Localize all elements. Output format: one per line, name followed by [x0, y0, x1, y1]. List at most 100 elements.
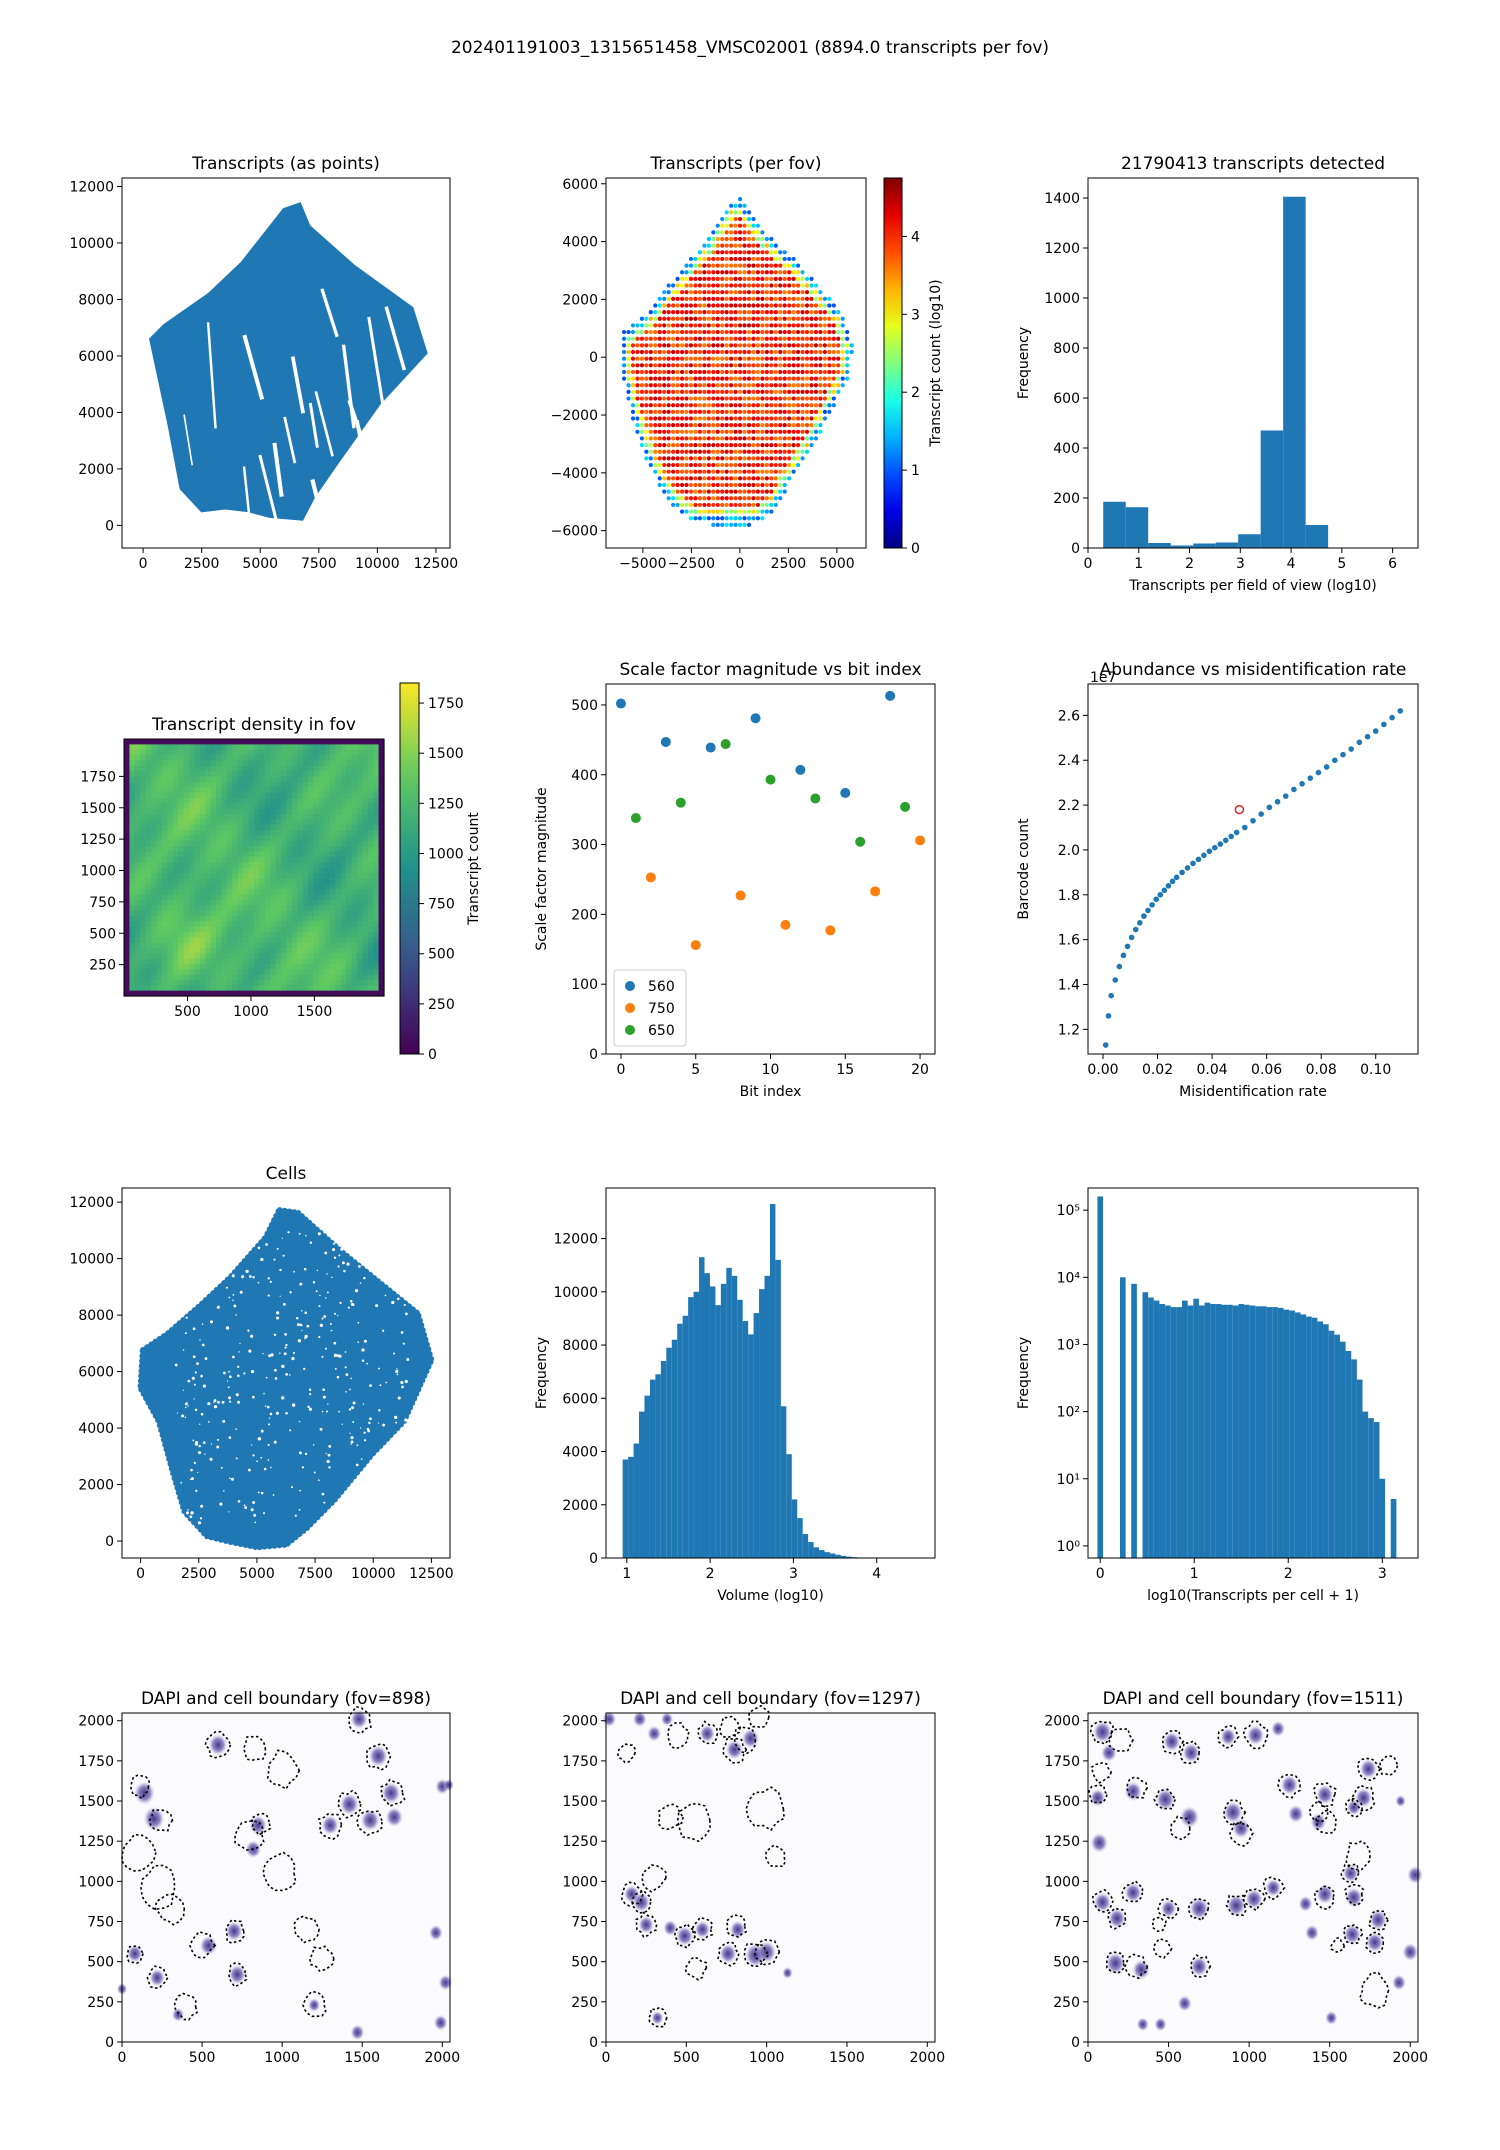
density-cell — [205, 947, 212, 954]
fov-point — [675, 403, 680, 408]
density-cell — [362, 755, 369, 762]
fov-point — [760, 236, 765, 242]
density-cell — [281, 835, 288, 842]
density-cell — [205, 915, 212, 922]
density-cell — [378, 878, 385, 885]
axes-frame — [1087, 177, 1419, 549]
density-cell — [286, 926, 293, 933]
density-cell — [221, 765, 228, 772]
density-cell — [362, 969, 369, 976]
density-cell — [216, 910, 223, 917]
density-cell — [373, 979, 380, 986]
fov-point — [679, 482, 685, 488]
fov-point — [764, 250, 769, 255]
density-cell — [351, 856, 358, 863]
fov-point — [666, 429, 671, 434]
density-cell — [172, 792, 179, 799]
fov-point — [639, 316, 644, 321]
density-cell — [346, 979, 353, 986]
cell-gap — [209, 1457, 213, 1461]
y-axis-label: Frequency — [1016, 327, 1032, 399]
density-cell — [346, 862, 353, 869]
density-cell — [291, 856, 298, 863]
fov-point — [711, 243, 716, 248]
fov-point — [831, 349, 836, 355]
density-cell — [248, 776, 255, 783]
density-cell — [356, 899, 363, 906]
density-cell — [151, 904, 158, 911]
density-cell — [302, 872, 309, 879]
cell-gap — [237, 1400, 241, 1404]
density-cell — [302, 867, 309, 874]
fov-point — [644, 396, 649, 401]
fov-point — [729, 283, 734, 288]
fov-point — [836, 376, 841, 381]
fov-point — [711, 263, 716, 268]
histogram-bar — [1148, 543, 1171, 548]
cell-gap — [393, 1352, 396, 1355]
density-cell — [216, 921, 223, 927]
fov-point — [746, 303, 752, 308]
cell-gap — [243, 1504, 246, 1507]
y-tick-label: 400 — [571, 768, 598, 784]
fov-point — [751, 250, 756, 255]
nucleus — [1265, 1878, 1282, 1897]
fov-point — [746, 502, 752, 508]
fov-point — [666, 409, 671, 414]
cell-gap — [222, 1419, 226, 1423]
fov-point — [818, 403, 823, 408]
density-cell — [313, 749, 320, 756]
x-axis-label: Bit index — [740, 1084, 802, 1100]
fov-point — [737, 296, 743, 301]
fov-point — [746, 449, 752, 454]
density-cell — [340, 904, 347, 911]
density-cell — [248, 931, 255, 938]
density-cell — [340, 862, 347, 869]
density-cell — [161, 749, 168, 756]
density-cell — [156, 787, 163, 794]
density-cell — [167, 926, 174, 933]
density-cell — [367, 867, 374, 874]
x-tick-label: 3 — [1236, 556, 1245, 572]
density-cell — [151, 739, 158, 745]
density-cell — [378, 963, 385, 970]
cell-boundary — [262, 1851, 297, 1892]
density-cell — [356, 851, 363, 858]
density-cell — [264, 776, 271, 783]
density-cell — [140, 744, 147, 751]
density-cell — [351, 840, 358, 847]
histogram-bar — [1390, 1498, 1397, 1558]
density-cell — [134, 937, 141, 944]
density-cell — [124, 931, 131, 938]
density-cell — [308, 947, 315, 954]
density-cell — [221, 760, 228, 767]
x-tick-label: 0.10 — [1360, 1062, 1391, 1078]
fov-point — [742, 310, 747, 315]
density-cell — [367, 953, 374, 960]
density-cell — [194, 797, 201, 804]
density-cell — [205, 990, 212, 997]
density-cell — [286, 755, 293, 762]
density-cell — [232, 974, 239, 981]
scatter-point — [825, 925, 836, 936]
fov-point — [804, 442, 810, 448]
density-cell — [259, 830, 266, 836]
density-cell — [259, 851, 266, 858]
fov-point — [787, 270, 792, 275]
density-cell — [362, 915, 369, 922]
x-tick-label: 2000 — [909, 2050, 945, 2066]
fov-point — [693, 496, 698, 501]
fov-point — [742, 383, 747, 388]
fov-point — [644, 449, 649, 454]
density-cell — [243, 749, 250, 756]
fov-point — [706, 263, 711, 268]
y-tick-label: 0 — [589, 2035, 598, 2051]
density-cell — [183, 921, 190, 927]
density-cell — [237, 781, 244, 788]
density-cell — [129, 856, 136, 863]
nucleus — [1316, 1784, 1334, 1805]
fov-point — [751, 442, 756, 448]
fov-point — [804, 349, 810, 355]
fov-point — [626, 396, 631, 401]
x-tick-label: 2000 — [424, 2050, 460, 2066]
